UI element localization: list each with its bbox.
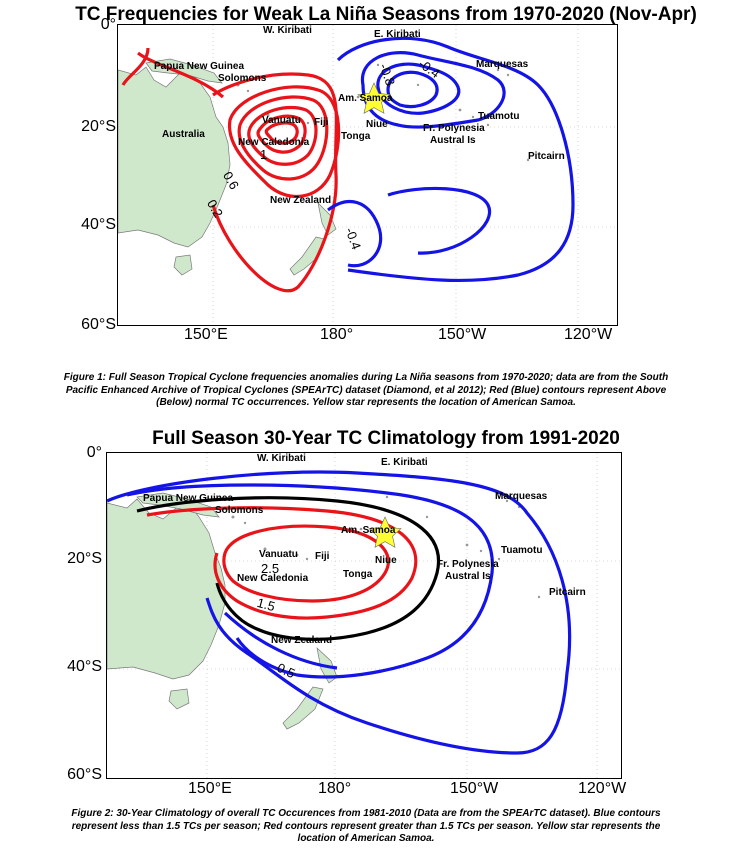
x-tick-150e: 150°E: [188, 780, 232, 797]
label-papua-new-guinea: Papua New Guinea: [143, 493, 234, 504]
label-w-kiribati: W. Kiribati: [263, 25, 312, 36]
y-tick-0: 0°: [86, 444, 102, 461]
label-new-zealand: New Zealand: [270, 195, 332, 206]
label-australia: Australia: [162, 129, 205, 140]
figure-1-title: TC Frequencies for Weak La Niña Seasons …: [75, 4, 697, 25]
map-1-frame: W. Kiribati E. Kiribati Marquesas Papua …: [117, 24, 618, 326]
label-fr-polynesia: Fr. Polynesia: [437, 559, 499, 570]
islands: [231, 495, 541, 599]
x-tick-180: 180°: [318, 780, 352, 797]
above-threshold-contours: [146, 506, 418, 620]
figure-1: TC Frequencies for Weak La Niña Seasons …: [0, 0, 732, 343]
figure-2: Full Season 30-Year TC Climatology from …: [0, 428, 732, 800]
new-zealand-land: [282, 647, 338, 730]
map-1-canvas: [118, 25, 617, 325]
label-vanuatu: Vanuatu: [262, 115, 301, 126]
y-tick-60s: 60°S: [81, 316, 116, 333]
australia-land: [107, 498, 226, 680]
label-marquesas: Marquesas: [495, 491, 548, 502]
american-samoa-star: [357, 82, 391, 114]
figure-2-title: Full Season 30-Year TC Climatology from …: [152, 428, 620, 449]
figure-2-caption: Figure 2: 30-Year Climatology of overall…: [71, 808, 661, 844]
y-tick-20s: 20°S: [81, 118, 116, 135]
contour-label: 2.5: [261, 561, 280, 576]
label-e-kiribati: E. Kiribati: [374, 29, 421, 40]
label-tuamotu: Tuamotu: [501, 545, 543, 556]
label-new-zealand: New Zealand: [271, 635, 333, 646]
label-niue: Niue: [366, 119, 388, 130]
australia-land: [118, 66, 231, 248]
label-new-caledonia: New Caledonia: [238, 137, 310, 148]
label-niue: Niue: [375, 555, 397, 566]
label-fr-polynesia: Fr. Polynesia: [423, 123, 485, 134]
label-austral-is: Austral Is: [430, 135, 476, 146]
contour-label: 1: [260, 147, 268, 162]
label-tuamotu: Tuamotu: [478, 111, 520, 122]
y-tick-20s: 20°S: [67, 550, 102, 567]
label-solomons: Solomons: [218, 73, 267, 84]
label-tonga: Tonga: [341, 131, 371, 142]
threshold-1p5-contour: [136, 496, 441, 641]
x-tick-180: 180°: [320, 326, 354, 343]
label-e-kiribati: E. Kiribati: [381, 457, 428, 468]
map-2-canvas: [107, 453, 621, 778]
x-tick-120w: 120°W: [578, 780, 627, 797]
x-tick-150w: 150°W: [438, 326, 487, 343]
tasmania-land: [168, 688, 190, 710]
label-am-samoa: Am. Samoa: [338, 93, 393, 104]
label-austral-is: Austral Is: [445, 571, 491, 582]
x-tick-150e: 150°E: [184, 326, 228, 343]
label-w-kiribati: W. Kiribati: [257, 453, 306, 464]
x-tick-120w: 120°W: [564, 326, 613, 343]
label-pitcairn: Pitcairn: [549, 587, 586, 598]
label-new-caledonia: New Caledonia: [237, 573, 309, 584]
y-tick-40s: 40°S: [81, 216, 116, 233]
below-threshold-contours: [107, 470, 572, 755]
label-solomons: Solomons: [215, 505, 264, 516]
y-tick-0: 0°: [100, 16, 116, 33]
american-samoa-star: [368, 516, 402, 548]
y-tick-40s: 40°S: [67, 658, 102, 675]
graticule: [107, 453, 621, 778]
y-tick-60s: 60°S: [67, 766, 102, 783]
label-fiji: Fiji: [314, 117, 329, 128]
label-papua-new-guinea: Papua New Guinea: [154, 61, 245, 72]
label-vanuatu: Vanuatu: [259, 549, 298, 560]
tasmania-land: [173, 254, 193, 276]
positive-contours: [121, 47, 341, 293]
label-fiji: Fiji: [315, 551, 330, 562]
label-pitcairn: Pitcairn: [528, 151, 565, 162]
label-tonga: Tonga: [343, 569, 373, 580]
map-2-frame: W. Kiribati E. Kiribati Marquesas Papua …: [106, 452, 622, 779]
figure-1-caption: Figure 1: Full Season Tropical Cyclone f…: [63, 372, 669, 408]
x-tick-150w: 150°W: [450, 780, 499, 797]
negative-contours: [327, 36, 575, 283]
label-marquesas: Marquesas: [476, 59, 529, 70]
label-am-samoa: Am. Samoa: [341, 525, 396, 536]
